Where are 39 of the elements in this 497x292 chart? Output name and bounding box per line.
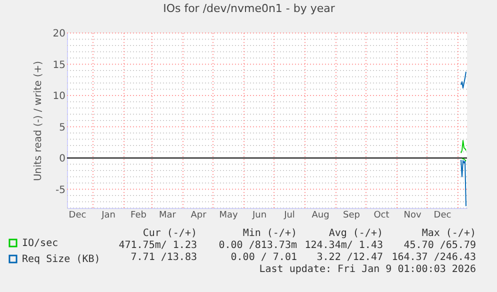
legend-label: IO/sec [22, 238, 58, 249]
x-tick-label: Dec [68, 210, 86, 220]
x-tick-label: Feb [130, 210, 147, 220]
x-tick-label: Jun [251, 210, 267, 220]
text: 3.22 /12.47 [316, 252, 383, 263]
x-tick-label: Dec [434, 210, 452, 220]
text: 124.34m/ 1.43 [304, 240, 383, 251]
text: 45.70 /65.79 [404, 240, 476, 251]
text: Min (-/+) [242, 228, 297, 239]
y-tick-label: 5 [59, 122, 66, 134]
text: 7.71 /13.83 [130, 252, 197, 263]
line-series [460, 71, 466, 88]
x-tick-label: May [219, 210, 238, 220]
text: Avg (-/+) [328, 228, 383, 239]
y-tick-label: -5 [56, 184, 66, 196]
line-series [460, 159, 466, 207]
text: Max (-/+) [422, 228, 476, 239]
y-tick-label: 20 [52, 28, 66, 40]
x-tick-label: Aug [312, 210, 330, 220]
text: 164.37 /246.43 [392, 252, 476, 263]
text: 0.00 /813.73m [218, 240, 297, 251]
x-tick-label: Sep [343, 210, 360, 220]
x-tick-label: Jan [100, 210, 116, 220]
text: Cur (-/+) [142, 228, 197, 239]
y-tick-label: 0 [59, 154, 66, 164]
y-tick-label: 10 [52, 91, 66, 102]
y-tick-label: 15 [52, 60, 66, 71]
chart-title: IOs for /dev/nvme0n1 - by year [163, 2, 336, 15]
x-tick-label: Jul [283, 210, 295, 220]
legend-label: Req Size (KB) [22, 254, 100, 265]
text: 471.75m/ 1.23 [118, 240, 197, 251]
text: Last update: Fri Jan 9 01:00:03 2026 [259, 264, 476, 275]
line-series [460, 140, 466, 154]
x-tick-label: Mar [159, 210, 176, 220]
x-tick-label: Apr [190, 210, 207, 220]
x-tick-label: Nov [404, 210, 422, 220]
y-axis-title: Units read (-) / write (+) [32, 60, 44, 182]
x-tick-label: Oct [374, 210, 390, 220]
text: 0.00 / 7.01 [230, 252, 297, 263]
